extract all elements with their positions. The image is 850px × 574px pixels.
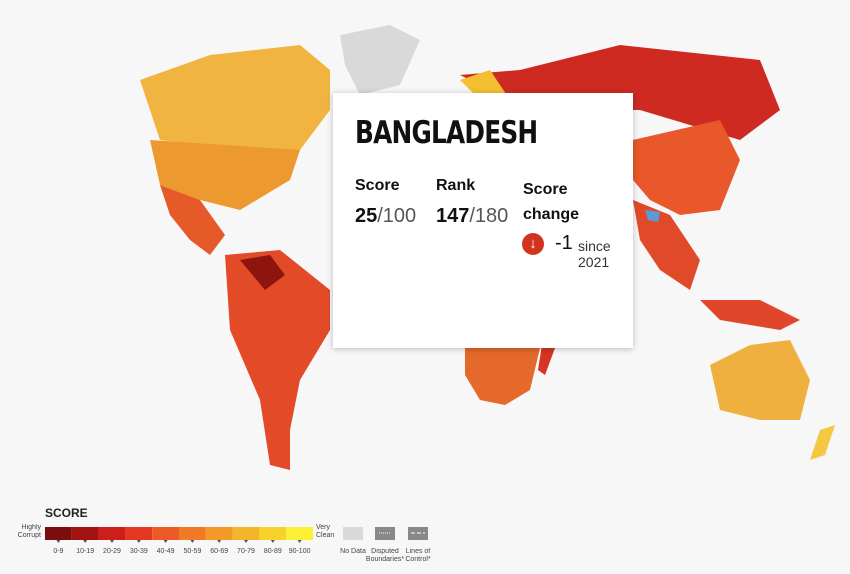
legend-swatch: [125, 527, 153, 540]
bangladesh: [645, 210, 660, 222]
legend-high-label: Very Clean: [316, 524, 335, 539]
new-zealand: [810, 425, 835, 460]
rank-value: 147/180: [436, 205, 508, 228]
legend-swatch: [205, 527, 233, 540]
legend-bin-label: 70-79: [237, 548, 255, 555]
score: 25: [355, 205, 378, 227]
legend-bin-label: 60-69: [210, 548, 228, 555]
legend-bin-label: 90-100: [289, 548, 311, 555]
legend-low: Highly Corrupt: [17, 524, 41, 539]
scandinavia: [460, 70, 510, 100]
legend-tick: [244, 540, 248, 543]
legend-tick: [83, 540, 88, 543]
legend-title: SCORE: [45, 506, 88, 520]
country-name: BANGLADESH: [355, 115, 538, 151]
legend-swatch: [45, 527, 72, 540]
legend-swatch: [259, 527, 287, 540]
rank: 147: [436, 205, 470, 227]
score-value: 25/100: [355, 205, 416, 228]
legend-tick: [110, 540, 114, 543]
legend-tick: [190, 540, 195, 543]
legend-swatch: [232, 527, 260, 540]
score-max: /100: [377, 205, 417, 227]
legend-bin-label: 20-29: [103, 548, 121, 555]
loc: Lines of Control*: [405, 548, 431, 563]
legend-swatch: [152, 527, 179, 540]
legend-bin-label: 0-9: [53, 548, 63, 555]
venezuela: [240, 255, 285, 290]
no-data-label: No Data: [340, 548, 366, 555]
no-data-swatch: [343, 527, 363, 540]
rank-max: /180: [469, 205, 509, 227]
indonesia: [700, 300, 800, 330]
legend-bin-label: 30-39: [130, 548, 148, 555]
change-since: since 2021: [578, 238, 611, 270]
legend-bin-label: 40-49: [157, 548, 175, 555]
legend-swatch: [179, 527, 206, 540]
central-america: [160, 185, 225, 255]
score-label: Score: [355, 177, 400, 194]
legend-bin-label: 50-59: [183, 548, 201, 555]
legend-tick: [136, 540, 141, 543]
canada: [140, 45, 330, 150]
legend-tick: [270, 540, 275, 543]
rank-label: Rank: [436, 177, 476, 194]
legend-swatch: [98, 527, 126, 540]
russia: [460, 45, 780, 140]
loc-label: Lines of Control*: [405, 548, 431, 563]
legend-tick: [217, 540, 222, 543]
legend-tick: [56, 540, 61, 543]
usa: [150, 140, 300, 210]
australia: [710, 340, 810, 420]
legend-bin-label: 80-89: [264, 548, 282, 555]
legend-low-label: Highly Corrupt: [17, 524, 41, 539]
africa: [465, 348, 540, 405]
china: [633, 120, 740, 215]
disputed: Disputed Boundaries*: [365, 548, 405, 563]
legend-bin-label: 10-19: [76, 548, 94, 555]
legend-swatch: [71, 527, 99, 540]
south-asia: [633, 200, 700, 290]
tooltip: BANGLADESH Score 25/100 Rank 147/180 Sco…: [333, 93, 633, 348]
legend-tick: [297, 540, 302, 543]
legend-tick: [163, 540, 168, 543]
change-label: Score change: [523, 181, 580, 223]
madagascar: [538, 345, 555, 375]
disputed-label: Disputed Boundaries*: [365, 548, 405, 563]
south-america: [225, 250, 330, 470]
legend-swatch: [286, 527, 313, 540]
greenland: [340, 25, 420, 95]
change-value: -1: [555, 232, 573, 254]
down-arrow-icon: ↓: [522, 233, 544, 255]
legend-high: Very Clean: [316, 524, 335, 539]
